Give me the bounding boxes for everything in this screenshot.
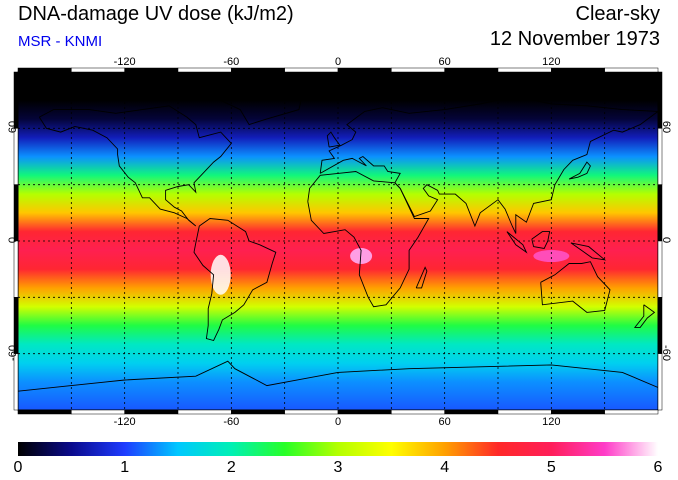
neatline-segment bbox=[604, 67, 659, 73]
dose-maximum bbox=[210, 254, 231, 295]
lat-tick-label-left: -60 bbox=[7, 344, 19, 361]
colorbar-label: 1 bbox=[120, 459, 130, 476]
lon-tick-label-top: -120 bbox=[113, 56, 136, 68]
neatline-segment bbox=[337, 409, 392, 415]
colorbar-label: 0 bbox=[13, 459, 23, 476]
colorbar bbox=[18, 442, 658, 456]
neatline-segment bbox=[444, 67, 499, 73]
neatline-segment bbox=[391, 409, 445, 415]
coastline-new-guinea bbox=[570, 242, 607, 261]
neatline-segment bbox=[17, 67, 72, 73]
neatline-segment bbox=[13, 353, 19, 411]
lat-tick-label-left: 0 bbox=[7, 236, 19, 244]
neatline-segment bbox=[124, 67, 179, 73]
neatline-segment bbox=[391, 67, 445, 73]
neatline-segment bbox=[444, 409, 499, 415]
lon-tick-label-top: -60 bbox=[223, 56, 240, 68]
coastline-north-america bbox=[38, 105, 232, 227]
source-label: MSR - KNMI bbox=[18, 33, 103, 50]
coastline-south-america bbox=[193, 218, 277, 342]
coastline-borneo bbox=[531, 231, 551, 250]
neatline-segment bbox=[551, 409, 605, 415]
colorbar-label: 5 bbox=[546, 459, 556, 476]
colorbar-label: 3 bbox=[333, 459, 343, 476]
neatline-segment bbox=[231, 409, 285, 415]
coastline-eurasia bbox=[319, 95, 658, 234]
neatline-segment bbox=[497, 409, 552, 415]
lat-tick-label-right: -60 bbox=[660, 344, 672, 361]
neatline-segment bbox=[551, 67, 605, 73]
sky-condition: Clear-sky bbox=[575, 3, 660, 25]
lon-tick-label-bottom: 60 bbox=[438, 416, 451, 428]
lon-tick-label-bottom: -60 bbox=[223, 416, 240, 428]
neatline-segment bbox=[71, 67, 125, 73]
neatline-segment bbox=[604, 409, 659, 415]
dose-maximum bbox=[533, 250, 570, 263]
neatline-segment bbox=[284, 67, 339, 73]
lat-tick-label-right: 60 bbox=[660, 121, 672, 134]
lon-tick-label-bottom: 0 bbox=[334, 416, 342, 428]
neatline-segment bbox=[337, 67, 392, 73]
coastline-sumatra bbox=[506, 231, 528, 254]
lon-tick-label-bottom: 120 bbox=[542, 416, 561, 428]
colorbar-label: 4 bbox=[440, 459, 450, 476]
coastline-australia bbox=[540, 261, 611, 313]
coastline-greenland bbox=[208, 84, 303, 126]
coastline-uk bbox=[326, 131, 341, 148]
coastline-japan bbox=[568, 161, 591, 180]
colorbar-label: 2 bbox=[226, 459, 236, 476]
neatline-segment bbox=[177, 67, 232, 73]
neatline-segment bbox=[284, 409, 339, 415]
neatline-segment bbox=[177, 409, 232, 415]
lon-tick-label-top: 60 bbox=[438, 56, 451, 68]
coastline-antarctica bbox=[18, 360, 658, 392]
neatline-segment bbox=[231, 67, 285, 73]
neatline-segment bbox=[497, 67, 552, 73]
map-title: DNA-damage UV dose (kJ/m2) bbox=[18, 3, 294, 25]
lat-tick-label-left: 60 bbox=[7, 121, 19, 134]
lon-tick-label-top: 0 bbox=[334, 56, 342, 68]
neatline-segment bbox=[17, 409, 72, 415]
coastline-africa bbox=[307, 171, 430, 308]
neatline-segment bbox=[71, 409, 125, 415]
colorbar-label: 6 bbox=[653, 459, 663, 476]
map-date: 12 November 1973 bbox=[489, 28, 660, 50]
coastline-new-zealand bbox=[633, 304, 656, 328]
lon-tick-label-top: 120 bbox=[542, 56, 561, 68]
coastline-madagascar bbox=[415, 266, 428, 289]
neatline-segment bbox=[124, 409, 179, 415]
lat-tick-label-right: 0 bbox=[660, 236, 672, 244]
lon-tick-label-bottom: -120 bbox=[113, 416, 136, 428]
neatline-segment bbox=[657, 353, 663, 411]
